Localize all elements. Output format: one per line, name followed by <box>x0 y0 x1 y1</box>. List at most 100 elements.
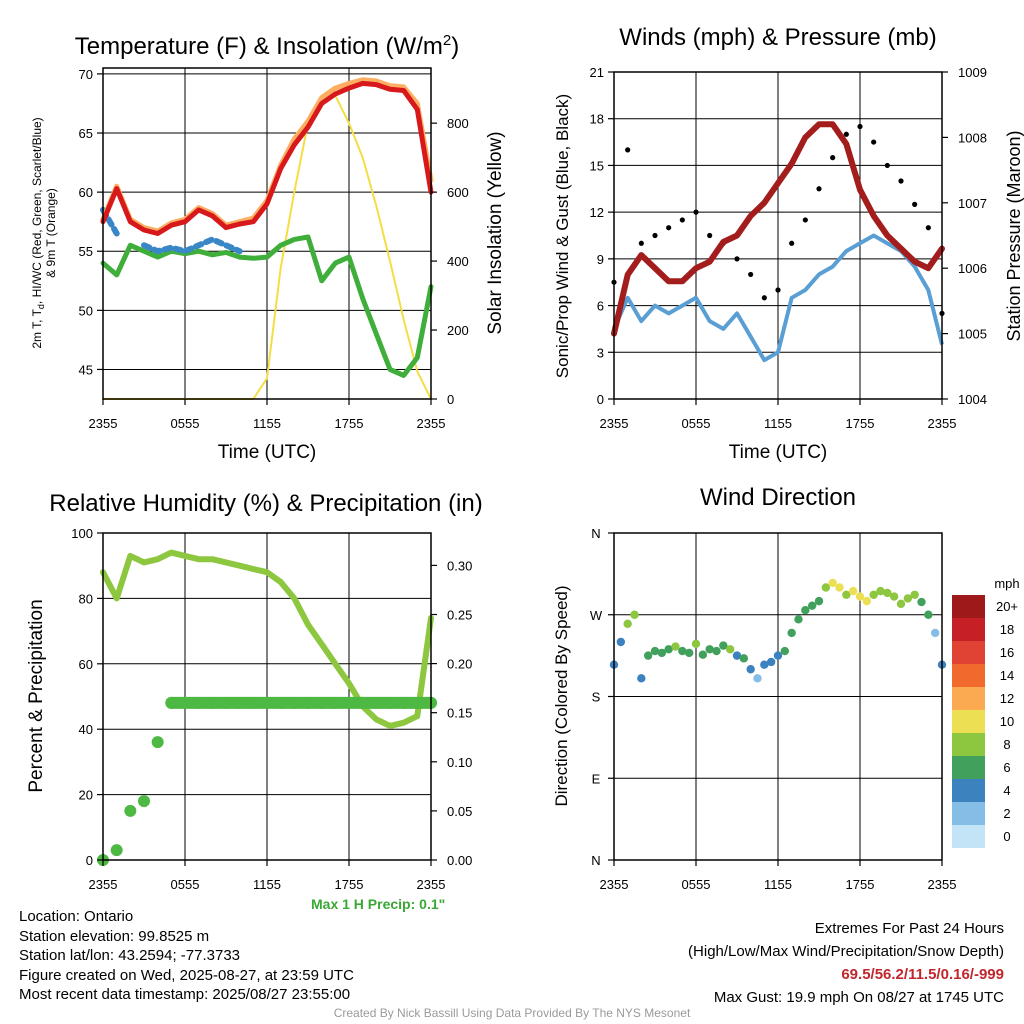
pressure-line <box>611 121 945 337</box>
y2-tick-label: 1008 <box>958 130 987 145</box>
legend-swatch <box>952 710 985 733</box>
direction-point <box>842 590 851 599</box>
precip-point <box>384 696 396 709</box>
speed-legend-title: mph <box>994 576 1019 591</box>
x-tick-label: 1155 <box>253 416 281 431</box>
direction-point <box>828 578 837 588</box>
y-tick-label: 21 <box>590 65 604 80</box>
humidity-line <box>100 549 434 729</box>
x-tick-label: 2355 <box>89 416 118 431</box>
legend-label: 14 <box>1000 668 1014 683</box>
gust-point <box>843 131 849 137</box>
precip-point <box>288 696 301 709</box>
y-tick-label: N <box>591 853 600 868</box>
direction-point <box>917 597 926 607</box>
x-tick-label: 2355 <box>417 416 446 431</box>
direction-point <box>896 599 906 609</box>
y-tick-label: E <box>592 771 601 786</box>
winds-ylabel: Sonic/Prop Wind & Gust (Blue, Black) <box>553 94 572 378</box>
y-tick-label: 20 <box>79 788 93 803</box>
precip-point <box>329 696 342 709</box>
direction-point <box>684 648 694 658</box>
legend-swatch <box>952 687 985 710</box>
gust-point <box>830 155 836 161</box>
max-precip-note: Max 1 H Precip: 0.1" <box>311 896 446 912</box>
direction-point <box>739 654 749 663</box>
speed-legend: mph 20+ 18 16 14 12 10 8 6 4 2 0 <box>952 576 1020 848</box>
direction-point <box>903 594 913 603</box>
temperature-series-line <box>100 234 434 378</box>
legend-label: 18 <box>1000 622 1014 637</box>
winds-xlabel: Time (UTC) <box>729 442 828 463</box>
temperature-ylabel: 2m T, Td, HI/WC (Red, Green, Scarlet/Blu… <box>30 117 58 348</box>
precip-point <box>138 795 150 808</box>
station-elevation: Station elevation: 99.8525 m <box>19 927 210 945</box>
y-tick-label: N <box>591 526 600 541</box>
y-tick-label: 60 <box>79 185 93 200</box>
direction-point <box>930 628 940 638</box>
extremes-box: Extremes For Past 24 Hours (High/Low/Max… <box>688 917 1004 1009</box>
max-gust: Max Gust: 19.9 mph On 08/27 at 1745 UTC <box>713 989 1004 1006</box>
direction-point <box>889 592 899 601</box>
x-tick-label: 1755 <box>846 877 875 892</box>
x-tick-label: 0555 <box>171 416 200 431</box>
y-tick-label: 65 <box>79 126 93 141</box>
gust-point <box>761 295 767 301</box>
x-tick-label: 2355 <box>600 877 629 892</box>
direction-point <box>650 646 660 656</box>
gust-point <box>871 139 877 145</box>
precip-point <box>343 696 355 709</box>
direction-point <box>910 590 919 599</box>
direction-point <box>814 596 824 606</box>
legend-swatch <box>952 733 985 756</box>
gust-point <box>898 178 904 184</box>
direction-point <box>835 583 844 592</box>
legend-swatch <box>952 595 985 618</box>
direction-point <box>787 628 796 638</box>
direction-point <box>801 606 810 615</box>
y2-tick-label: 1005 <box>958 327 987 342</box>
direction-point <box>616 637 626 647</box>
legend-label: 16 <box>1000 645 1014 660</box>
y-tick-label: 100 <box>71 526 93 541</box>
humidity-title: Relative Humidity (%) & Precipitation (i… <box>49 490 482 517</box>
humidity-series <box>97 549 437 866</box>
y2-tick-label: 0.30 <box>447 558 472 573</box>
x-tick-label: 2355 <box>600 416 629 431</box>
gust-point <box>625 147 631 153</box>
legend-swatch <box>952 825 985 848</box>
temperature-xlabel: Time (UTC) <box>218 442 317 463</box>
precip-point <box>151 736 164 749</box>
direction-point <box>862 596 872 606</box>
gust-point <box>884 162 890 169</box>
direction-point <box>643 651 653 660</box>
y-tick-label: 0 <box>86 853 93 868</box>
gust-point <box>638 240 644 246</box>
direction-title: Wind Direction <box>700 484 856 511</box>
y2-tick-label: 0 <box>447 392 454 407</box>
y-tick-label: 40 <box>79 722 93 737</box>
direction-point <box>821 583 831 592</box>
y2-tick-label: 0.20 <box>447 657 472 672</box>
direction-point <box>671 642 680 651</box>
x-tick-label: 0555 <box>682 416 711 431</box>
winds-title: Winds (mph) & Pressure (mb) <box>619 24 936 51</box>
x-tick-label: 1155 <box>253 877 281 892</box>
precip-point <box>206 696 219 709</box>
direction-ylabel: Direction (Colored By Speed) <box>552 585 571 806</box>
y-tick-label: 0 <box>597 392 604 407</box>
direction-point <box>883 588 892 598</box>
y-tick-label: S <box>592 690 601 705</box>
x-tick-label: 1755 <box>335 877 364 892</box>
extremes-heading: Extremes For Past 24 Hours <box>814 920 1004 937</box>
temperature-title: Temperature (F) & Insolation (W/m2) <box>75 32 459 60</box>
direction-point <box>807 601 817 610</box>
winds-panel: Winds (mph) & Pressure (mb) 0 3 6 9 12 15 18 21… <box>553 24 1024 463</box>
legend-label: 6 <box>1003 760 1010 775</box>
y-tick-label: 9 <box>597 252 604 267</box>
legend-label: 8 <box>1003 737 1010 752</box>
y-tick-label: 50 <box>79 303 93 318</box>
precip-point <box>192 696 205 709</box>
legend-label: 2 <box>1003 806 1010 821</box>
